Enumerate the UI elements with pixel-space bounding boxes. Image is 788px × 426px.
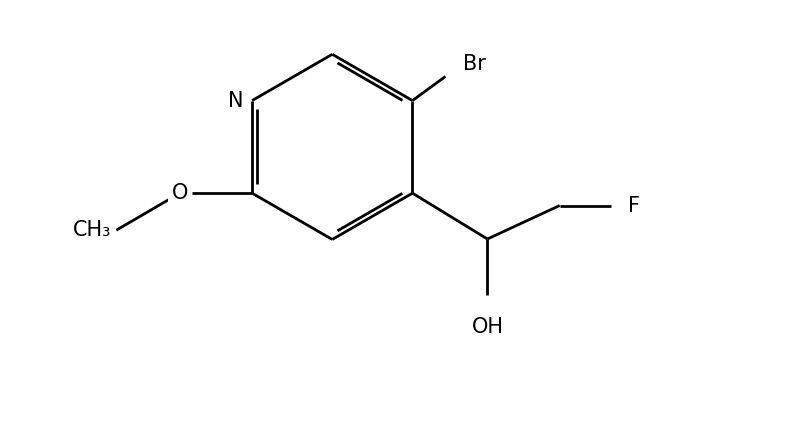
Text: N: N (228, 91, 243, 111)
Text: O: O (172, 183, 188, 203)
Text: Br: Br (463, 55, 485, 75)
Text: F: F (629, 196, 641, 216)
Text: CH₃: CH₃ (72, 220, 111, 240)
Text: OH: OH (471, 317, 504, 337)
